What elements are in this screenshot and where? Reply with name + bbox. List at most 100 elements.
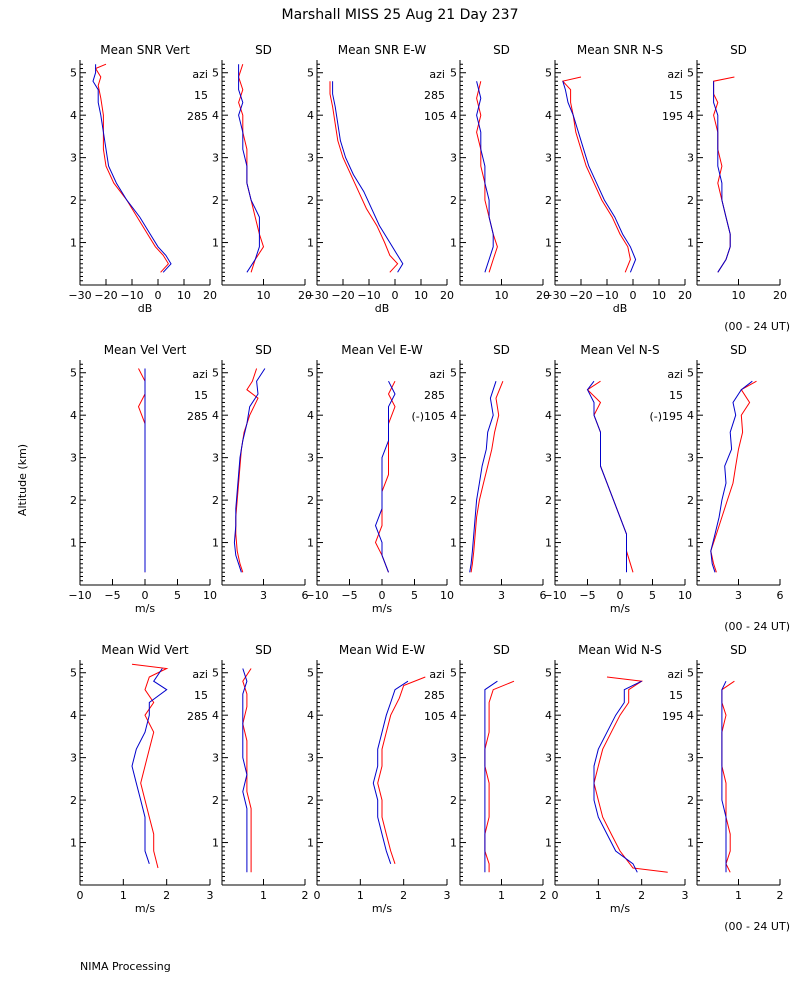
panel-title: SD (730, 43, 747, 57)
x-tick-label: 5 (649, 589, 656, 602)
panel-title: Mean Vel N-S (580, 343, 659, 357)
x-tick-label: 2 (400, 889, 407, 902)
y-tick-label: 5 (307, 67, 314, 80)
x-tick-label: 0 (155, 289, 162, 302)
x-axis-label: dB (138, 302, 153, 315)
series-line-red (235, 368, 259, 573)
series-line-red (561, 76, 631, 273)
panel-title: SD (255, 343, 272, 357)
panel-title: SD (493, 43, 510, 57)
panel-17: Mean Wid N-S 1 2 3 4 5 0 1 2 3 m/s azi 15 195 (545, 643, 689, 915)
y-tick-label: 3 (212, 752, 219, 765)
x-tick-label: 1 (498, 889, 505, 902)
x-tick-label: 20 (773, 289, 787, 302)
x-tick-label: 1 (120, 889, 127, 902)
y-tick-label: 4 (212, 409, 219, 422)
x-tick-label: 0 (617, 589, 624, 602)
x-tick-label: 2 (302, 889, 309, 902)
x-tick-label: 6 (540, 589, 547, 602)
y-tick-label: 2 (687, 194, 694, 207)
legend-azi-red: 285 (424, 89, 445, 102)
panel-title: Mean SNR Vert (100, 43, 190, 57)
x-tick-label: −10 (305, 589, 328, 602)
series-line-blue (131, 668, 168, 864)
legend-azi-blue: 105 (424, 110, 445, 123)
x-tick-label: 3 (207, 889, 214, 902)
y-tick-label: 3 (450, 152, 457, 165)
y-tick-label: 2 (545, 494, 552, 507)
y-tick-label: 1 (70, 237, 77, 250)
y-tick-label: 5 (545, 367, 552, 380)
y-tick-label: 1 (450, 237, 457, 250)
x-tick-label: 20 (203, 289, 217, 302)
y-tick-label: 5 (687, 367, 694, 380)
y-tick-label: 2 (70, 794, 77, 807)
legend-azi-red: 285 (424, 389, 445, 402)
x-tick-label: −20 (569, 289, 592, 302)
series-line-blue (374, 380, 396, 573)
panel-18: SD 1 2 3 4 5 1 2 (687, 643, 784, 902)
y-tick-label: 4 (70, 409, 77, 422)
series-line-red (484, 680, 515, 873)
y-tick-label: 1 (687, 237, 694, 250)
series-line-blue (92, 64, 172, 273)
y-tick-label: 4 (307, 709, 314, 722)
x-tick-label: 0 (77, 889, 84, 902)
y-tick-label: 4 (545, 709, 552, 722)
y-tick-label: 2 (70, 194, 77, 207)
y-tick-label: 2 (307, 194, 314, 207)
x-tick-label: 0 (392, 289, 399, 302)
panel-title: Mean SNR N-S (577, 43, 663, 57)
x-tick-label: −10 (357, 289, 380, 302)
y-tick-label: 3 (545, 452, 552, 465)
panel-4: SD 1 2 3 4 5 10 20 (450, 43, 550, 302)
series-line-red (476, 81, 498, 273)
y-tick-label: 1 (687, 537, 694, 550)
x-tick-label: 10 (414, 289, 428, 302)
y-tick-label: 5 (450, 367, 457, 380)
x-axis-label: m/s (372, 902, 392, 915)
altitude-axis-label: Altitude (km) (16, 444, 29, 516)
x-tick-label: 3 (260, 589, 267, 602)
x-tick-label: 2 (540, 889, 547, 902)
y-tick-label: 4 (687, 409, 694, 422)
x-tick-label: 10 (177, 289, 191, 302)
y-tick-label: 4 (70, 709, 77, 722)
x-tick-label: 20 (298, 289, 312, 302)
panel-13: Mean Wid Vert 1 2 3 4 5 0 1 2 3 m/s azi 15 285 (70, 643, 214, 915)
series-line-red (374, 380, 396, 573)
y-tick-label: 5 (687, 67, 694, 80)
legend-azi-blue: 195 (662, 110, 683, 123)
series-line-blue (238, 64, 260, 273)
x-tick-label: 20 (536, 289, 550, 302)
y-tick-label: 4 (70, 109, 77, 122)
series-line-red (710, 380, 757, 573)
y-tick-label: 3 (70, 152, 77, 165)
y-tick-label: 5 (545, 67, 552, 80)
x-tick-label: 6 (302, 589, 309, 602)
legend-azi-header: azi (192, 668, 208, 681)
panel-title: SD (255, 43, 272, 57)
legend-azi-red: 15 (194, 89, 208, 102)
series-line-blue (242, 668, 248, 873)
series-line-blue (586, 380, 627, 573)
legend-azi-blue: 195 (662, 710, 683, 723)
series-line-blue (332, 81, 404, 273)
y-tick-label: 3 (70, 452, 77, 465)
x-tick-label: 0 (142, 589, 149, 602)
x-tick-label: −10 (543, 589, 566, 602)
y-tick-label: 4 (450, 409, 457, 422)
y-tick-label: 1 (545, 537, 552, 550)
y-tick-label: 1 (307, 837, 314, 850)
panel-title: Mean Vel Vert (104, 343, 187, 357)
series-line-red (242, 668, 252, 873)
legend-azi-red: 15 (669, 689, 683, 702)
y-tick-label: 3 (545, 152, 552, 165)
y-tick-label: 1 (687, 837, 694, 850)
panel-6: SD 1 2 3 4 5 10 20 (687, 43, 787, 302)
panel-8: SD 1 2 3 4 5 3 6 (212, 343, 309, 602)
